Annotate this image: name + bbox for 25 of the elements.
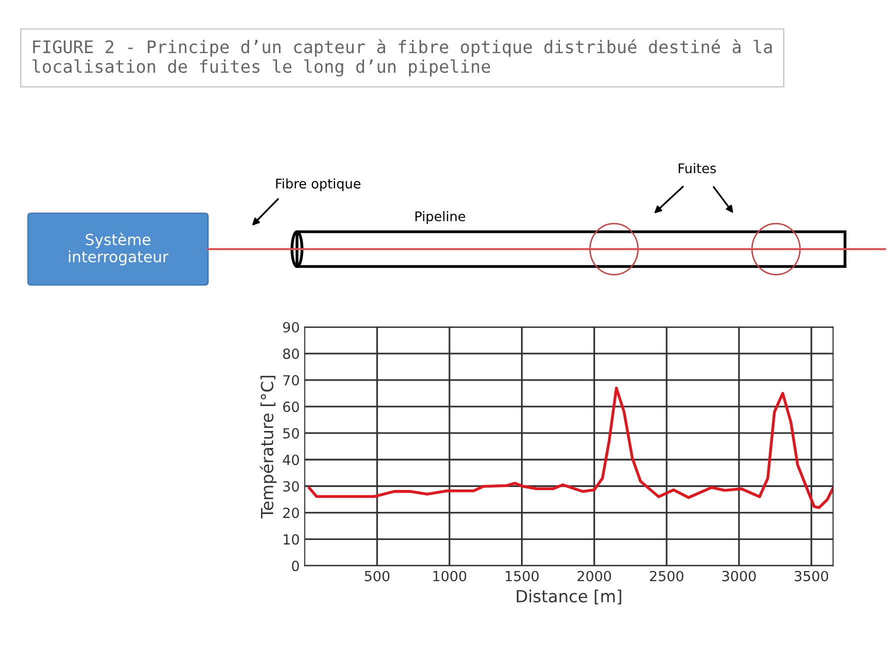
x-tick-label: 3000 — [722, 570, 756, 582]
x-tick-label: 2500 — [650, 570, 684, 582]
x-tick-label: 1000 — [433, 570, 466, 582]
x-tick-label: 500 — [364, 570, 390, 582]
text: Fuites — [678, 163, 716, 174]
y-tick-label: 0 — [292, 560, 299, 572]
y-tick-label: 50 — [283, 428, 299, 439]
x-tick-label: 1500 — [506, 570, 539, 582]
line-series — [308, 386, 834, 510]
y-tick-label: 10 — [284, 534, 299, 545]
x-tick-label: 2000 — [578, 570, 611, 582]
text: Pipeline — [415, 211, 466, 224]
x-axis-title: Distance [m] — [516, 590, 622, 604]
y-tick-label: 80 — [283, 348, 299, 359]
chart-title: FIGURE 2 - Principe d’un capteur à fibre optique distribué destiné à la localisation de fuites le long d’un pipeline — [32, 39, 772, 76]
y-tick-label: 40 — [282, 454, 299, 466]
y-axis-title: Température [°C] — [260, 376, 277, 518]
text: Système interrogateur — [68, 232, 169, 266]
x-tick-label: 3500 — [794, 570, 828, 582]
y-tick-label: 60 — [283, 402, 299, 412]
y-tick-label: 90 — [283, 322, 299, 332]
y-tick-label: 20 — [283, 508, 299, 518]
y-tick-label: 70 — [283, 375, 299, 386]
y-tick-label: 30 — [283, 481, 299, 492]
text: Fibre optique — [276, 178, 360, 192]
